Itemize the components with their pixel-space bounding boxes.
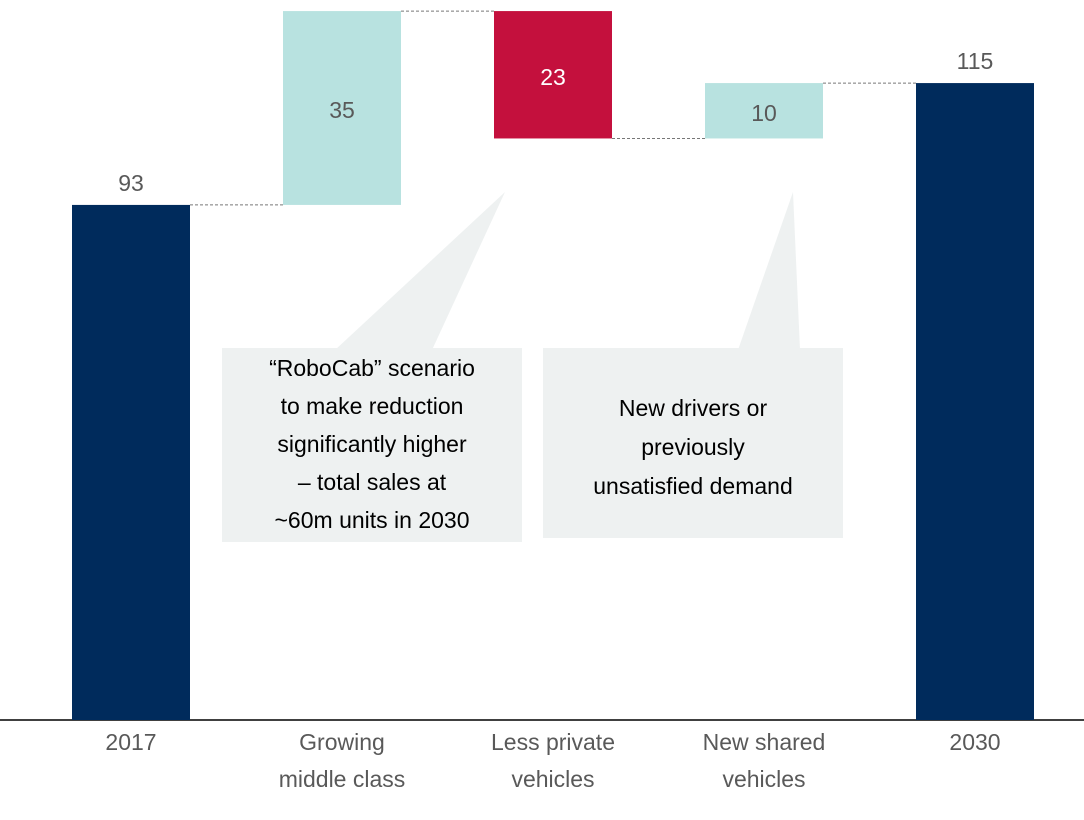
callouts (222, 192, 843, 542)
x-tick-label: vehicles (722, 766, 805, 792)
x-tick-label: middle class (279, 766, 406, 792)
bar (283, 11, 401, 205)
callout-box (222, 348, 522, 542)
callout-pointer (335, 192, 505, 350)
value-label: 35 (329, 97, 355, 123)
annotation-text: to make reduction (281, 393, 464, 419)
value-label: 10 (751, 100, 777, 126)
callout-box (543, 348, 843, 538)
x-tick-label: vehicles (511, 766, 594, 792)
x-tick-label: New shared (703, 729, 826, 755)
bar (494, 11, 612, 139)
bar (705, 83, 823, 139)
annotation-text: “RoboCab” scenario (269, 355, 475, 381)
annotation-text: ~60m units in 2030 (275, 507, 470, 533)
annotation-text: unsatisfied demand (593, 473, 792, 499)
x-tick-label: Less private (491, 729, 615, 755)
annotation-text: – total sales at (298, 469, 447, 495)
x-tick-label: 2017 (105, 729, 156, 755)
bar (72, 204, 190, 720)
value-label: 93 (118, 170, 144, 196)
value-label: 115 (957, 48, 994, 74)
callout-pointer (738, 192, 800, 350)
annotation-text: significantly higher (277, 431, 467, 457)
x-tick-label: Growing (299, 729, 385, 755)
bar (916, 83, 1034, 721)
value-label: 23 (540, 64, 566, 90)
annotation-text: New drivers or (619, 395, 768, 421)
annotation-text: previously (641, 434, 745, 460)
x-tick-label: 2030 (949, 729, 1000, 755)
